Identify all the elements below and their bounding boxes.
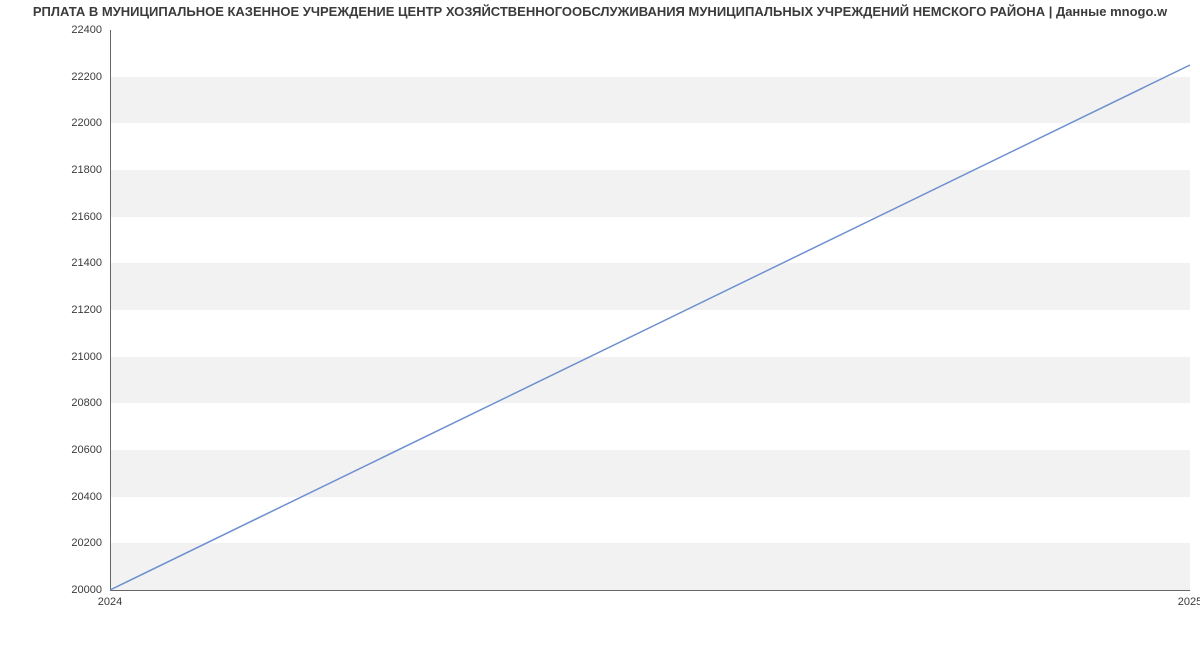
chart-container: РПЛАТА В МУНИЦИПАЛЬНОЕ КАЗЕННОЕ УЧРЕЖДЕН… <box>0 0 1200 650</box>
y-tick-label: 21600 <box>71 211 110 223</box>
x-tick-label: 2024 <box>98 590 122 608</box>
y-tick-label: 20400 <box>71 491 110 503</box>
y-tick-label: 22200 <box>71 71 110 83</box>
y-tick-label: 21200 <box>71 304 110 316</box>
x-axis-line <box>110 590 1190 591</box>
plot-area: 2000020200204002060020800210002120021400… <box>110 30 1190 590</box>
y-tick-label: 21400 <box>71 257 110 269</box>
y-tick-label: 22000 <box>71 117 110 129</box>
y-tick-label: 20200 <box>71 537 110 549</box>
chart-title: РПЛАТА В МУНИЦИПАЛЬНОЕ КАЗЕННОЕ УЧРЕЖДЕН… <box>0 4 1200 19</box>
x-tick-label: 2025 <box>1178 590 1200 608</box>
y-tick-label: 21800 <box>71 164 110 176</box>
y-tick-label: 22400 <box>71 24 110 36</box>
y-tick-label: 20800 <box>71 397 110 409</box>
series-line <box>110 65 1190 590</box>
y-tick-label: 20600 <box>71 444 110 456</box>
y-tick-label: 21000 <box>71 351 110 363</box>
series-layer <box>110 30 1190 590</box>
